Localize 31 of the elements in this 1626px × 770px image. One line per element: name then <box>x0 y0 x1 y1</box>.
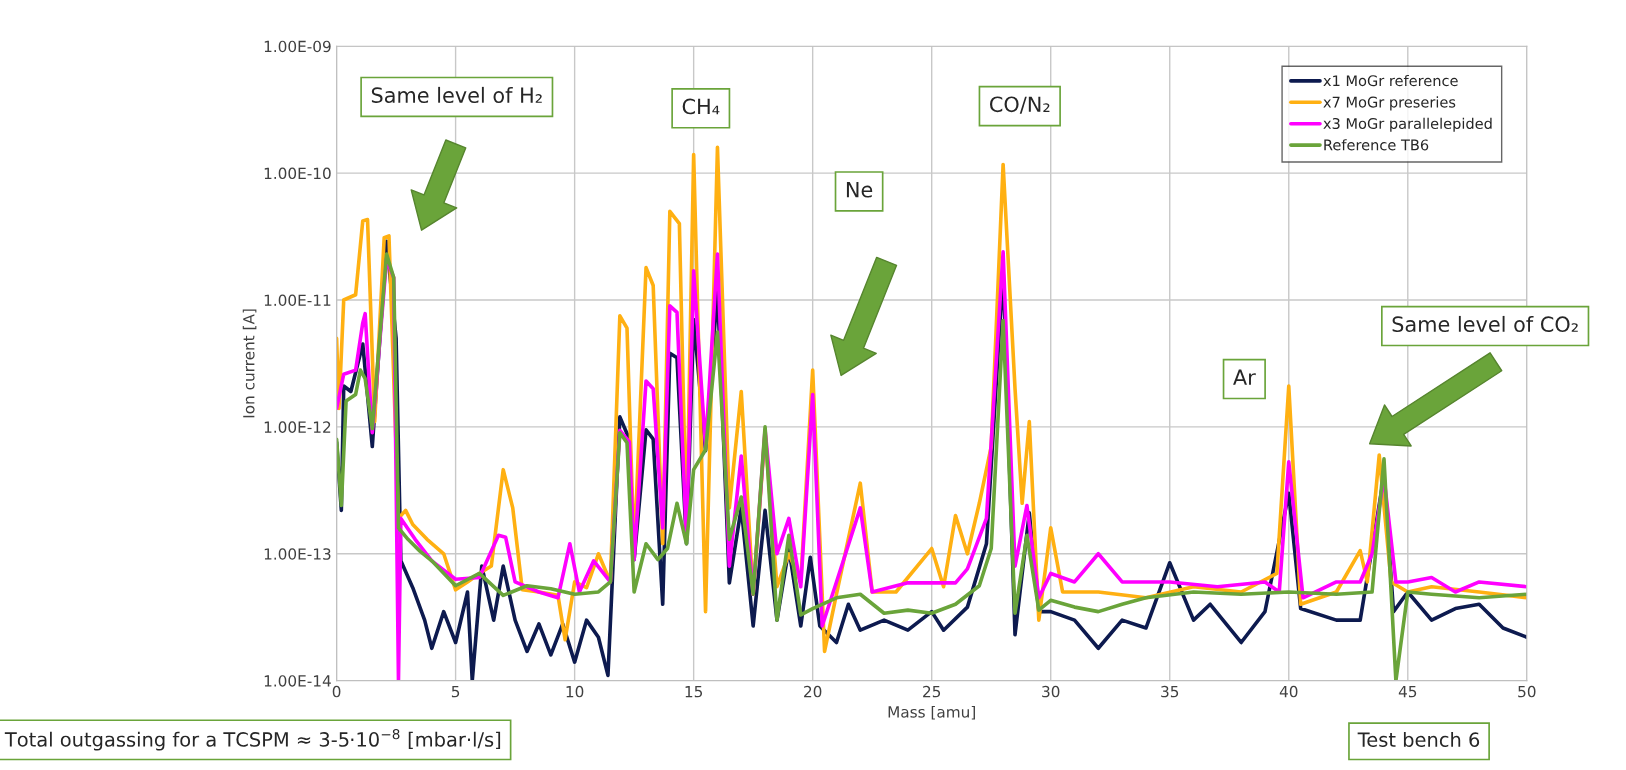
x-tick-label: 30 <box>1042 685 1060 698</box>
legend-label: x3 MoGr parallelepided <box>1323 117 1492 132</box>
annotation: Ne <box>846 182 873 198</box>
text: Total outgassing for a TCSPM ≈ 3-5·10$^{−8}$ [mbar·l/s] <box>4 728 501 751</box>
annotation: Same level of CO₂ <box>1392 315 1578 333</box>
y-tick-label: 1.00E-11 <box>264 294 331 307</box>
annotation: Same level of H₂ <box>371 86 542 103</box>
text: Test bench 6 <box>1357 731 1480 747</box>
legend-label: x1 MoGr reference <box>1323 74 1458 87</box>
x-tick-label: 20 <box>804 685 822 698</box>
y-tick-label: 1.00E-09 <box>264 40 331 53</box>
y-tick-label: 1.00E-12 <box>264 421 331 433</box>
x-tick-label: 10 <box>566 685 584 698</box>
annotation: Ar <box>1233 369 1256 385</box>
y-tick-label: 1.00E-14 <box>264 675 331 687</box>
x-tick-label: 5 <box>451 686 460 698</box>
x-tick-label: 15 <box>685 686 703 698</box>
x-axis-title: Mass [amu] <box>888 705 975 720</box>
y-tick-label: 1.00E-10 <box>264 167 331 180</box>
annotation: CO/N₂ <box>990 96 1050 114</box>
x-tick-label: 50 <box>1518 685 1536 698</box>
annotation: CH₄ <box>682 98 720 115</box>
x-tick-label: 35 <box>1161 685 1179 698</box>
y-tick-label: 1.00E-13 <box>264 548 331 560</box>
x-tick-label: 0 <box>332 685 341 698</box>
legend-label: Reference TB6 <box>1324 139 1429 151</box>
y-axis-title: Ion current [A] <box>242 309 257 418</box>
x-tick-label: 25 <box>923 685 941 698</box>
x-tick-label: 45 <box>1398 686 1417 698</box>
legend-label: x7 MoGr preseries <box>1323 96 1456 111</box>
x-tick-label: 40 <box>1279 685 1298 698</box>
